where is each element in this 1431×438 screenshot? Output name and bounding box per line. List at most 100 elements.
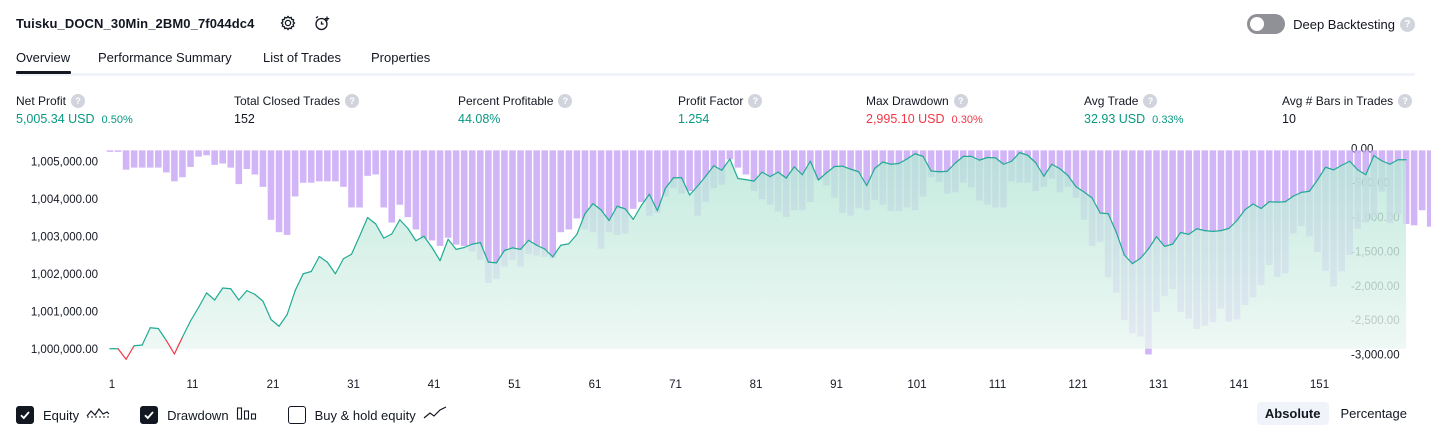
metric-value: 2,995.10 USD	[866, 112, 945, 126]
equity-line-segment	[1341, 160, 1351, 166]
equity-line-segment	[1389, 159, 1399, 165]
drawdown-bar	[420, 150, 428, 240]
equity-line-segment	[302, 270, 312, 275]
info-icon[interactable]: ?	[558, 94, 573, 108]
report-header: Tuisku_DOCN_30Min_2BM0_7f044dc4 Deep Bac…	[16, 0, 1415, 46]
drawdown-bar	[1290, 150, 1297, 234]
info-icon[interactable]: ?	[748, 94, 763, 108]
equity-line-segment	[262, 300, 272, 321]
equity-line-segment	[1027, 154, 1037, 164]
equity-line-segment	[326, 261, 336, 275]
equity-line-segment	[222, 287, 232, 290]
x-axis-tick-label: 81	[750, 379, 763, 391]
equity-line-segment	[415, 235, 425, 242]
drawdown-bar	[1072, 150, 1080, 198]
equity-line-segment	[825, 165, 836, 174]
x-axis-tick-label: 11	[187, 379, 199, 391]
deep-backtesting-toggle[interactable]	[1247, 14, 1286, 34]
equity-line-segment	[890, 162, 900, 165]
drawdown-bar	[316, 150, 323, 182]
equity-line-segment	[841, 165, 852, 170]
info-icon[interactable]: ?	[953, 94, 968, 108]
drawdown-bar	[219, 150, 226, 164]
info-icon[interactable]: ?	[1143, 94, 1158, 108]
drawdown-bar	[444, 150, 452, 238]
x-axis-tick-label: 141	[1229, 379, 1248, 391]
equity-line-segment	[656, 187, 667, 212]
drawdown-bar	[621, 150, 629, 234]
x-axis-tick-label: 61	[589, 379, 602, 391]
equity-line-segment	[310, 255, 320, 273]
tab-performance-summary[interactable]: Performance Summary	[98, 50, 232, 65]
tab-overview[interactable]: Overview	[16, 50, 72, 74]
drawdown-bar	[1064, 150, 1072, 187]
tab-list-of-trades[interactable]: List of Trades	[263, 50, 342, 65]
value-mode-switch: Absolute Percentage	[1253, 402, 1415, 425]
equity-line-segment	[793, 166, 803, 176]
drawdown-bar	[227, 150, 235, 168]
info-icon[interactable]: ?	[71, 94, 86, 108]
drawdown-bar	[557, 150, 565, 233]
equity-line-segment	[503, 247, 514, 252]
equity-line-segment	[1107, 213, 1117, 233]
absolute-button[interactable]: Absolute	[1256, 402, 1329, 425]
drawdown-bar	[589, 150, 597, 233]
x-axis-tick-label: 111	[989, 379, 1006, 391]
equity-line-segment	[584, 203, 594, 215]
drawdown-bar	[1426, 150, 1431, 227]
equity-line-segment	[439, 238, 449, 262]
equity-line-segment	[721, 158, 731, 171]
legend-drawdown[interactable]: Drawdown	[140, 405, 257, 426]
equity-line-segment	[608, 205, 618, 222]
equity-line-segment	[1332, 164, 1343, 171]
equity-line-segment	[1131, 257, 1142, 265]
equity-line-segment	[769, 171, 779, 178]
equity-line-segment	[1252, 203, 1262, 210]
drawdown-checkbox[interactable]	[140, 406, 159, 424]
add-alarm-icon[interactable]	[312, 13, 332, 33]
x-axis-tick-label: 31	[347, 379, 360, 391]
legend-equity[interactable]: Equity	[16, 405, 110, 426]
info-icon[interactable]: ?	[345, 94, 360, 108]
equity-line-segment	[1075, 186, 1085, 193]
drawdown-bar	[1096, 150, 1104, 242]
x-axis-tick-label: 101	[907, 379, 926, 391]
equity-line-segment	[1067, 174, 1077, 188]
drawdown-bar	[694, 150, 701, 216]
info-icon[interactable]: ?	[1398, 94, 1413, 108]
drawdown-bar	[493, 150, 500, 279]
equity-line-segment	[367, 216, 377, 225]
percentage-button[interactable]: Percentage	[1340, 406, 1408, 421]
metric-percent: 0.33%	[1152, 114, 1184, 126]
equity-line-segment	[809, 160, 820, 181]
equity-checkbox[interactable]	[16, 406, 34, 424]
drawdown-bar	[275, 150, 283, 233]
left-axis-tick-label: 1,005,000.00	[31, 156, 98, 168]
equity-line-segment	[624, 208, 634, 220]
equity-line-segment	[858, 171, 868, 187]
equity-line-segment	[479, 242, 489, 263]
drawdown-bar	[122, 150, 130, 170]
drawdown-bar	[291, 150, 299, 197]
gear-icon[interactable]	[278, 13, 298, 33]
equity-drawdown-chart[interactable]: 1,005,000.00 1,004,000.00 1,003,000.00 1,00…	[0, 140, 1431, 396]
equity-line-segment	[173, 336, 184, 355]
equity-line-segment	[801, 160, 811, 176]
help-icon[interactable]: ?	[1400, 16, 1415, 32]
tab-properties[interactable]: Properties	[371, 50, 431, 65]
drawdown-bar	[380, 150, 387, 208]
equity-line-segment	[745, 179, 755, 182]
drawdown-bar	[235, 150, 243, 185]
equity-line-segment	[552, 244, 562, 258]
equity-line-segment	[1357, 169, 1367, 176]
equity-line-segment	[125, 345, 135, 360]
buy-hold-checkbox[interactable]	[287, 406, 306, 424]
drawdown-bar	[203, 150, 210, 156]
drawdown-bar	[927, 150, 935, 178]
metric-label: Net Profit	[16, 94, 67, 108]
legend-buy-hold-equity[interactable]: Buy & hold equity	[287, 405, 447, 426]
metric-value: 1.254	[678, 112, 710, 126]
x-axis-tick-label: 131	[1149, 379, 1168, 391]
equity-area	[109, 152, 1407, 360]
drawdown-bar	[211, 150, 218, 165]
